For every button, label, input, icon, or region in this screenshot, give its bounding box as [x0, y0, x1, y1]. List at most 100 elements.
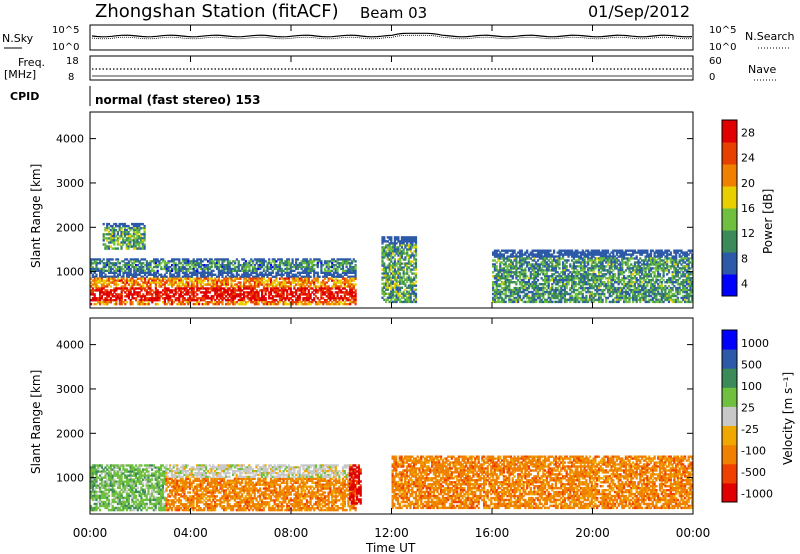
echo-cell [345, 297, 348, 300]
echo-cell [547, 281, 550, 284]
echo-cell [244, 281, 247, 284]
echo-cell [612, 277, 615, 280]
echo-cell [569, 253, 572, 256]
echo-cell [571, 277, 574, 280]
echo-cell [526, 275, 529, 278]
echo-cell [393, 278, 396, 281]
echo-cell [180, 287, 183, 290]
echo-cell [567, 298, 570, 302]
echo-cell [619, 296, 622, 300]
echo-cell [393, 242, 396, 245]
echo-cell [594, 279, 597, 282]
echo-cell [226, 283, 229, 286]
echo-cell [286, 262, 289, 265]
echo-cell [257, 283, 260, 286]
echo-cell [406, 264, 409, 267]
echo-cell [154, 273, 157, 276]
echo-cell [413, 256, 416, 259]
echo-cell [402, 252, 405, 255]
echo-cell [347, 262, 350, 265]
echo-cell [207, 291, 210, 294]
echo-cell [221, 291, 224, 294]
echo-cell [406, 268, 409, 271]
echo-cell [547, 279, 550, 282]
echo-cell [493, 269, 496, 272]
echo-cell [314, 285, 318, 288]
echo-cell [113, 279, 116, 282]
echo-cell [606, 286, 610, 290]
echo-cell [404, 288, 407, 291]
echo-cell [127, 271, 130, 274]
echo-cell [352, 269, 355, 272]
echo-cell [127, 275, 130, 278]
freq-panel: Freq. [MHz] 18 8 60 0 Nave [4, 55, 776, 83]
echo-cell [151, 301, 154, 304]
echo-cell [183, 299, 186, 302]
echo-cell [266, 269, 269, 272]
echo-cell [291, 299, 294, 302]
echo-cell [127, 265, 130, 269]
echo-cell [322, 289, 325, 292]
echo-cell [508, 271, 511, 274]
echo-cell [619, 261, 622, 264]
echo-cell [327, 273, 330, 276]
echo-cell [296, 275, 300, 278]
echo-cell [393, 248, 396, 251]
echo-cell [399, 272, 402, 275]
echo-cell [518, 294, 522, 298]
echo-cell [533, 288, 536, 292]
echo-cell [603, 269, 606, 272]
echo-cell [325, 264, 328, 267]
echo-cell [603, 259, 606, 262]
echo-cell [395, 280, 398, 283]
echo-cell [338, 289, 341, 292]
echo-cell [167, 289, 170, 292]
echo-cell [565, 275, 568, 278]
echo-cell [273, 264, 276, 267]
echo-cell [579, 273, 583, 276]
echo-cell [553, 267, 556, 270]
echo-cell [513, 288, 516, 292]
echo-cell [176, 277, 179, 280]
echo-cell [273, 301, 276, 304]
echo-cell [147, 264, 150, 267]
echo-cell [295, 275, 298, 278]
echo-cell [199, 273, 202, 276]
echo-cell [504, 283, 507, 286]
echo-cell [392, 256, 395, 259]
echo-cell [504, 290, 507, 294]
echo-cell [574, 275, 577, 278]
echo-cell [547, 249, 550, 252]
echo-cell [499, 294, 502, 298]
echo-cell [406, 298, 409, 301]
echo-cell [174, 293, 177, 296]
echo-cell [509, 279, 513, 282]
echo-cell [313, 299, 316, 302]
echo-cell [102, 301, 105, 304]
freq-left-tick-top: 18 [66, 56, 79, 67]
echo-cell [116, 243, 119, 246]
echo-cell [390, 252, 393, 255]
echo-cell [262, 287, 265, 290]
echo-cell [594, 253, 597, 256]
echo-cell [563, 273, 566, 276]
echo-cell [118, 297, 121, 300]
echo-cell [174, 277, 177, 280]
echo-cell [332, 264, 336, 267]
echo-cell [522, 286, 525, 290]
echo-cell [113, 269, 116, 272]
echo-cell [606, 296, 610, 300]
echo-cell [522, 261, 525, 264]
echo-cell [178, 281, 181, 284]
echo-cell [169, 269, 172, 272]
echo-cell [219, 297, 222, 300]
echo-cell [610, 271, 613, 274]
echo-cell [93, 262, 96, 265]
echo-cell [551, 283, 554, 286]
echo-cell [244, 287, 247, 290]
echo-cell [198, 277, 201, 280]
echo-cell [163, 299, 166, 302]
echo-cell [163, 301, 166, 304]
echo-cell [255, 258, 258, 261]
echo-cell [545, 279, 548, 282]
